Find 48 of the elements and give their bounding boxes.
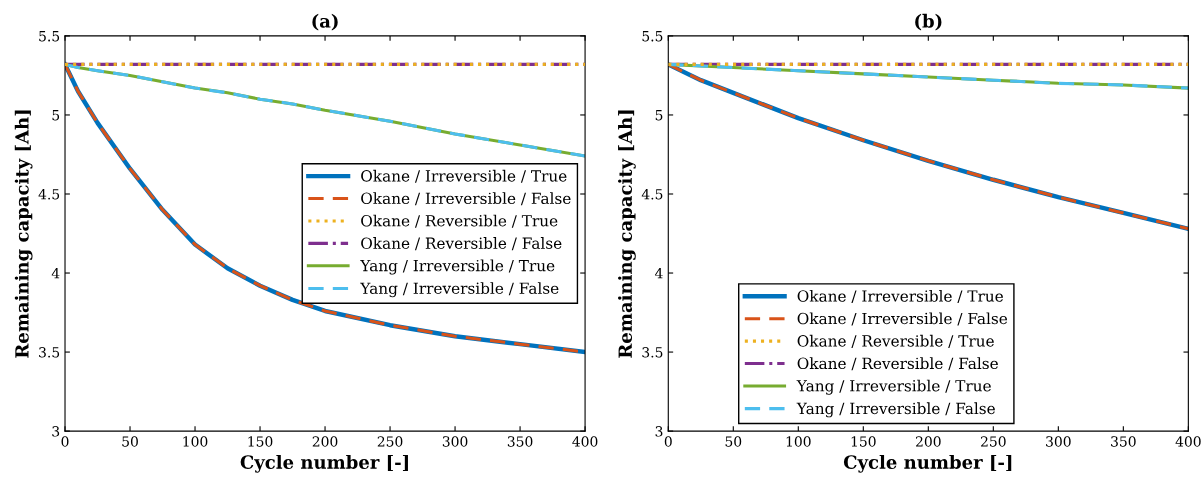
chart-title: (a) (312, 13, 338, 31)
x-tick-label: 150 (248, 436, 273, 447)
legend-label: Okane / Irreversible / True (361, 169, 567, 183)
y-tick-label: 5.5 (39, 31, 60, 42)
legend-label: Okane / Reversible / True (361, 214, 558, 228)
y-axis-title: Remaining capacity [Ah] (618, 110, 636, 358)
x-tick-label: 150 (851, 436, 876, 447)
legend-label: Yang / Irreversible / True (796, 379, 991, 395)
y-tick-label: 4 (51, 268, 60, 279)
x-tick-label: 200 (916, 436, 941, 447)
x-tick-label: 400 (1175, 436, 1201, 447)
y-axis-title: Remaining capacity [Ah] (14, 110, 33, 358)
x-tick-label: 250 (377, 436, 403, 447)
y-tick-label: 5 (52, 110, 60, 121)
y-tick-label: 5 (655, 110, 663, 121)
x-axis-title: Cycle number [-] (240, 454, 408, 473)
x-tick-label: 0 (61, 436, 69, 447)
chart-title: (b) (915, 13, 942, 31)
y-tick-label: 3.5 (39, 347, 60, 358)
legend-label: Yang / Irreversible / False (360, 282, 559, 298)
x-axis-title: Cycle number [-] (843, 454, 1012, 473)
x-tick-label: 50 (122, 436, 138, 447)
x-tick-label: 0 (664, 436, 672, 447)
legend-label: Okane / Reversible / False (361, 237, 562, 251)
y-tick-label: 4.5 (38, 188, 60, 200)
x-tick-label: 50 (725, 436, 742, 447)
x-tick-label: 400 (572, 436, 598, 447)
legend-label: Yang / Irreversible / False (796, 402, 995, 418)
x-tick-label: 300 (442, 436, 468, 447)
legend-label: Okane / Reversible / True (797, 334, 994, 348)
legend-label: Okane / Irreversible / True (797, 290, 1003, 304)
y-tick-label: 4.5 (641, 188, 663, 200)
x-tick-label: 350 (507, 436, 533, 447)
legend-label: Okane / Irreversible / False (361, 192, 571, 206)
y-tick-label: 3 (52, 426, 60, 437)
y-tick-label: 3.5 (642, 347, 663, 358)
x-tick-label: 100 (786, 436, 811, 447)
legend-label: Okane / Irreversible / False (797, 312, 1008, 326)
x-tick-label: 100 (183, 436, 208, 447)
legend-label: Okane / Reversible / False (797, 357, 998, 371)
x-tick-label: 300 (1046, 436, 1071, 447)
y-tick-label: 5.5 (642, 31, 663, 42)
x-tick-label: 350 (1111, 436, 1136, 447)
x-tick-label: 200 (312, 436, 338, 447)
y-tick-label: 3 (655, 426, 663, 437)
x-tick-label: 250 (981, 436, 1006, 447)
legend-label: Yang / Irreversible / True (360, 259, 555, 275)
y-tick-label: 4 (655, 268, 663, 279)
